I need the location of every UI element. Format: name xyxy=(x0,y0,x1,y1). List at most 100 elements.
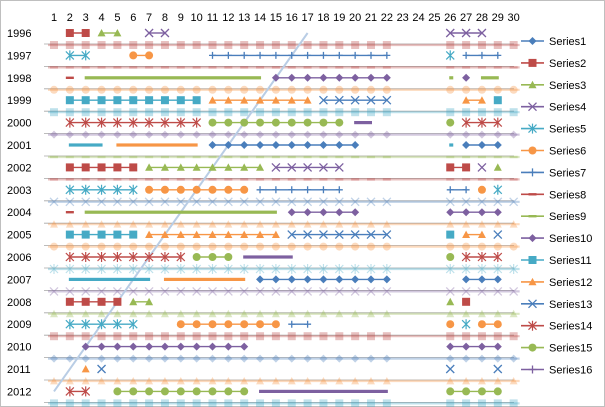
data-point xyxy=(461,28,471,38)
y-tick-label: 2002 xyxy=(7,162,31,174)
band-marker xyxy=(223,197,233,207)
data-point xyxy=(81,230,90,239)
band-marker xyxy=(335,130,344,139)
band-marker xyxy=(350,197,360,207)
band-marker xyxy=(81,286,91,296)
band-marker xyxy=(271,264,281,274)
data-point xyxy=(160,96,169,105)
band-marker xyxy=(477,178,486,181)
band-marker xyxy=(176,377,185,385)
data-bar xyxy=(480,76,499,80)
data-point xyxy=(462,297,471,306)
band-marker xyxy=(113,130,122,139)
data-point xyxy=(288,51,296,59)
band-marker xyxy=(176,130,185,139)
band-marker xyxy=(65,354,74,363)
data-point xyxy=(256,320,265,329)
data-point xyxy=(445,364,455,374)
x-tick-label: 10 xyxy=(191,12,203,24)
band-marker xyxy=(493,66,502,69)
data-point xyxy=(81,297,90,306)
data-point xyxy=(192,253,201,261)
band-marker xyxy=(160,286,170,296)
band-marker xyxy=(509,377,518,385)
band-marker xyxy=(287,85,296,94)
band-marker xyxy=(382,377,391,385)
band-marker xyxy=(112,286,122,296)
band-marker xyxy=(382,332,391,341)
band-marker xyxy=(97,108,106,117)
data-point xyxy=(240,141,249,149)
band-marker xyxy=(382,354,391,363)
band-marker xyxy=(50,85,58,94)
data-point xyxy=(65,230,74,239)
band-marker xyxy=(97,197,107,207)
band-marker xyxy=(240,332,249,341)
band-marker xyxy=(271,309,280,318)
data-point xyxy=(160,230,169,238)
y-tick-label: 2001 xyxy=(7,140,31,152)
band-marker xyxy=(160,85,169,94)
data-bar xyxy=(84,210,277,214)
band-marker xyxy=(256,399,265,407)
data-point xyxy=(113,29,122,37)
band-marker xyxy=(509,66,518,69)
band-marker xyxy=(81,41,90,49)
legend-label: Series7 xyxy=(549,167,586,179)
band-marker xyxy=(224,85,233,94)
band-marker xyxy=(224,155,233,159)
band-marker xyxy=(208,220,217,228)
legend-item: Series4 xyxy=(521,102,586,114)
band-marker xyxy=(493,332,502,341)
data-point xyxy=(224,96,233,104)
data-point xyxy=(129,96,138,105)
band-marker xyxy=(81,242,90,251)
data-point xyxy=(97,163,106,172)
band-marker xyxy=(192,332,201,341)
band-marker xyxy=(446,220,455,228)
band-marker xyxy=(319,309,328,318)
band-marker xyxy=(477,309,486,318)
data-point xyxy=(304,51,312,59)
data-point xyxy=(81,386,91,397)
data-point xyxy=(208,163,217,171)
band-marker xyxy=(367,354,375,363)
data-point xyxy=(382,95,392,105)
data-point xyxy=(303,275,312,284)
band-marker xyxy=(145,354,154,363)
band-marker xyxy=(224,108,233,117)
data-point xyxy=(81,163,90,172)
legend-item: Series8 xyxy=(521,189,586,201)
legend-label: Series10 xyxy=(549,233,592,245)
band-marker xyxy=(50,377,58,385)
data-point xyxy=(65,319,75,330)
x-tick-label: 16 xyxy=(286,12,298,24)
band-marker xyxy=(319,130,328,139)
data-point xyxy=(334,95,344,105)
x-tick-label: 15 xyxy=(270,12,282,24)
band-marker xyxy=(287,108,296,117)
band-marker xyxy=(287,399,296,407)
band-marker xyxy=(477,377,486,385)
x-tick-labels: 1 2 3 4 5 6 7 8 9 10 11 12 13 14 15 16 17 18 19 20 21 22 23 24 2… xyxy=(51,12,520,24)
band-marker xyxy=(176,242,185,251)
band-marker xyxy=(176,220,185,228)
data-point xyxy=(176,252,186,262)
data-point xyxy=(65,386,75,397)
band-marker xyxy=(335,242,344,251)
data-point xyxy=(462,208,471,217)
data-point xyxy=(256,186,264,194)
data-point xyxy=(97,364,107,374)
band-marker xyxy=(145,309,154,318)
band-marker xyxy=(446,178,455,181)
band-marker xyxy=(303,399,312,407)
data-point xyxy=(494,51,502,59)
x-tick-label: 23 xyxy=(397,12,409,24)
data-point xyxy=(160,342,169,351)
band-marker xyxy=(287,155,296,159)
band-marker xyxy=(256,178,265,181)
legend-swatch-marker xyxy=(528,299,537,309)
band-marker xyxy=(319,264,328,274)
band-marker xyxy=(335,399,344,407)
data-point xyxy=(367,73,375,82)
